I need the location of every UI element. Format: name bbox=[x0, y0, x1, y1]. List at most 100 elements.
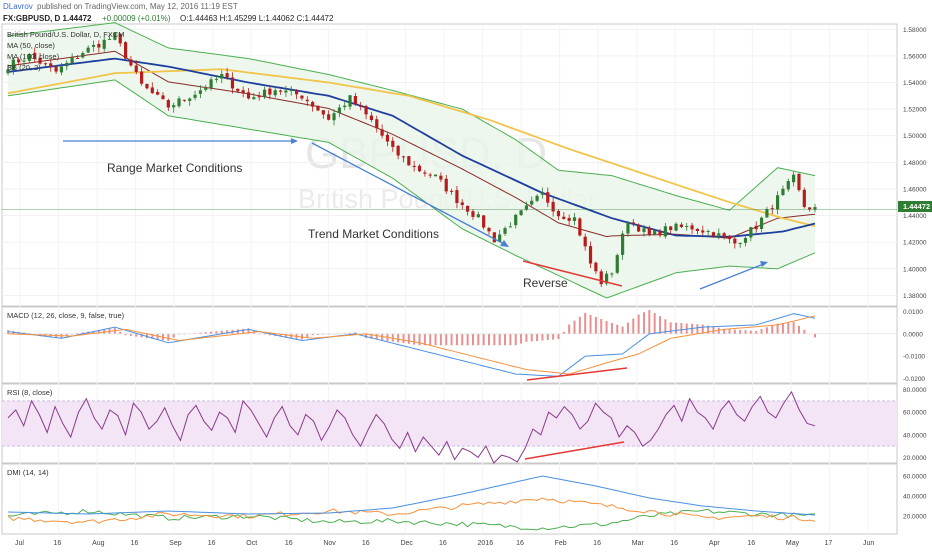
candle-body bbox=[551, 201, 555, 212]
macd-histogram-bar bbox=[343, 333, 346, 334]
macd-histogram-bar bbox=[744, 330, 747, 334]
price-tick-label: 1.56000 bbox=[903, 53, 927, 60]
macd-histogram-bar bbox=[739, 329, 742, 334]
reverse-arrowhead bbox=[760, 261, 768, 267]
macd-histogram-bar bbox=[349, 332, 352, 334]
author-name[interactable]: DLavrov bbox=[3, 2, 33, 11]
macd-histogram-bar bbox=[268, 333, 271, 336]
macd-histogram-bar bbox=[461, 333, 464, 346]
candle-body bbox=[65, 62, 69, 67]
candle-body bbox=[594, 262, 598, 272]
candle-body bbox=[562, 216, 566, 219]
macd-histogram-bar bbox=[781, 323, 784, 334]
candle-body bbox=[797, 173, 801, 191]
candle-body bbox=[364, 106, 368, 115]
indicator-tick-label: 0.0100 bbox=[903, 309, 923, 316]
macd-histogram-bar bbox=[616, 324, 619, 334]
candle-body bbox=[193, 94, 197, 98]
price-tick-label: 1.48000 bbox=[903, 160, 927, 167]
trend-arrow bbox=[311, 142, 507, 246]
macd-histogram-bar bbox=[675, 322, 678, 334]
indicator-tick-label: 20.0000 bbox=[903, 455, 927, 462]
macd-histogram-bar bbox=[578, 316, 581, 334]
macd-histogram-bar bbox=[167, 333, 170, 341]
time-tick-label: 16 bbox=[747, 540, 755, 547]
candle-body bbox=[241, 90, 245, 94]
candle-body bbox=[685, 226, 689, 228]
macd-histogram-bar bbox=[124, 333, 127, 336]
macd-histogram-bar bbox=[626, 322, 629, 334]
macd-histogram-bar bbox=[648, 309, 651, 334]
indicator-tick-label: 0.0000 bbox=[903, 331, 923, 338]
candle-body bbox=[482, 215, 486, 228]
candle-body bbox=[524, 205, 528, 210]
macd-histogram-bar bbox=[771, 325, 774, 334]
candle-body bbox=[380, 129, 384, 136]
last-price-label: 1.44472 bbox=[903, 202, 930, 211]
macd-histogram-bar bbox=[525, 333, 528, 342]
macd-histogram-bar bbox=[792, 322, 795, 334]
macd-histogram-bar bbox=[97, 330, 100, 334]
macd-histogram-bar bbox=[803, 329, 806, 334]
candle-body bbox=[401, 156, 406, 158]
candle-body bbox=[43, 63, 48, 65]
candle-body bbox=[348, 95, 352, 107]
macd-histogram-bar bbox=[589, 314, 592, 334]
macd-histogram-bar bbox=[375, 333, 378, 340]
macd-legend: MACD (12, 26, close, 9, false, true) bbox=[7, 311, 125, 320]
macd-histogram-bar bbox=[423, 333, 426, 346]
time-tick-label: 17 bbox=[824, 540, 832, 547]
candle-body bbox=[225, 73, 229, 78]
macd-histogram-bar bbox=[755, 330, 758, 334]
time-tick-label: Sep bbox=[169, 540, 182, 547]
macd-histogram-bar bbox=[669, 322, 672, 334]
macd-histogram-bar bbox=[546, 333, 549, 341]
candle-body bbox=[444, 178, 448, 192]
candle-body bbox=[145, 83, 149, 89]
price-tick-label: 1.38000 bbox=[903, 293, 927, 300]
candle-body bbox=[690, 225, 694, 230]
candle-body bbox=[578, 218, 582, 236]
time-tick-label: Feb bbox=[555, 540, 567, 547]
reverse-label: Reverse bbox=[523, 276, 568, 290]
candle-body bbox=[107, 38, 112, 40]
candle-body bbox=[476, 214, 480, 218]
ma50-line bbox=[7, 57, 816, 238]
macd-histogram-bar bbox=[487, 333, 490, 346]
candle-body bbox=[647, 227, 651, 235]
indicator-tick-label: 40.0000 bbox=[903, 432, 927, 439]
indicator-tick-label: 20.0000 bbox=[903, 514, 927, 521]
time-tick-label: Apr bbox=[709, 540, 721, 547]
macd-histogram-bar bbox=[402, 333, 405, 344]
candle-body bbox=[765, 209, 769, 218]
macd-histogram-bar bbox=[610, 322, 613, 334]
axis-ticks: 1.58000 1.56000 1.54000 1.52000 1.50000 1.480… bbox=[15, 27, 927, 547]
macd-histogram-bar bbox=[172, 333, 175, 338]
macd-histogram-bar bbox=[493, 333, 496, 346]
candle-body bbox=[433, 174, 438, 177]
macd-histogram-bar bbox=[322, 333, 325, 335]
macd-histogram-bar bbox=[140, 333, 143, 338]
candle-body bbox=[588, 246, 593, 264]
macd-histogram-bar bbox=[482, 333, 485, 346]
macd-line bbox=[7, 313, 816, 377]
symbol-line: FX:GBPUSD, D 1.44472 bbox=[3, 14, 92, 23]
candle-body bbox=[599, 271, 603, 285]
candle-body bbox=[498, 234, 502, 242]
macd-histogram-bar bbox=[723, 328, 726, 334]
macd-histogram-bar bbox=[450, 333, 453, 346]
candles bbox=[2, 32, 897, 288]
macd-histogram-bar bbox=[135, 333, 138, 337]
candle-body bbox=[813, 207, 817, 210]
macd-histogram-bar bbox=[39, 333, 42, 335]
rsi-legend: RSI (8, close) bbox=[7, 388, 53, 397]
candle-body bbox=[540, 192, 545, 195]
candle-body bbox=[33, 52, 37, 59]
range-label: Range Market Conditions bbox=[107, 161, 242, 175]
dmi-legend: DMI (14, 14) bbox=[7, 468, 49, 477]
candle-body bbox=[188, 98, 192, 101]
macd-histogram-bar bbox=[717, 327, 720, 334]
macd-histogram-bar bbox=[247, 328, 250, 334]
ohlc-text: O:1.44463 H:1.45299 L:1.44062 C:1.44472 bbox=[180, 14, 334, 23]
